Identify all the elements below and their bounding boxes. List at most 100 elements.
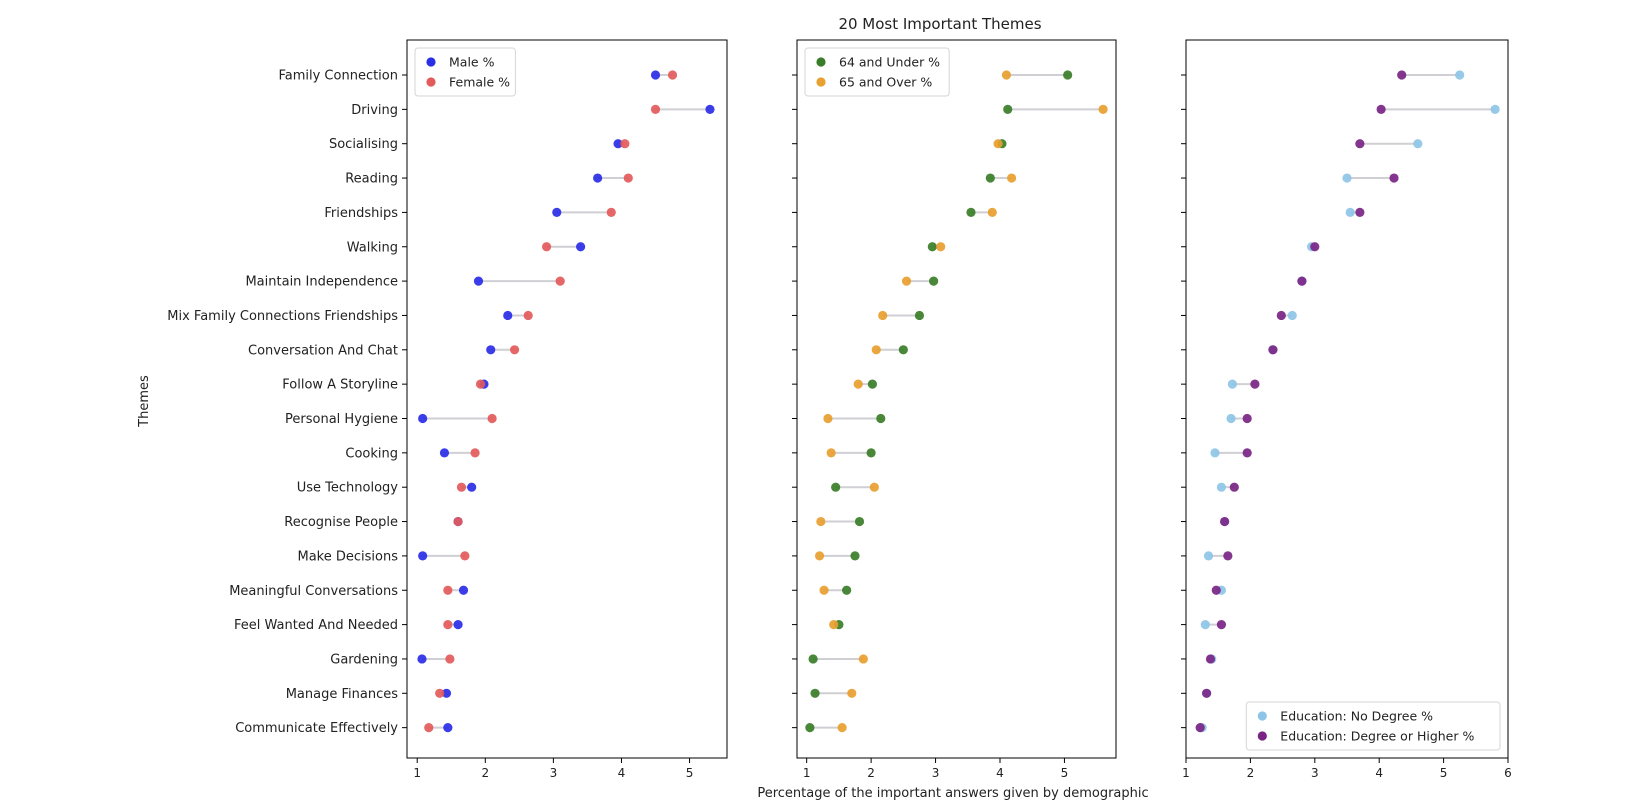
point-Education: No Degree % [1203, 551, 1214, 561]
category-label: Maintain Independence [245, 275, 398, 290]
point-Education: No Degree % [1216, 482, 1227, 492]
point-64 and Under % [876, 413, 886, 424]
point-Male % [418, 413, 428, 424]
point-Education: No Degree % [1227, 379, 1237, 389]
point-65 and Over % [829, 620, 839, 630]
point-Female % [623, 173, 633, 183]
legend: 64 and Under % 65 and Over % [804, 47, 950, 97]
point-64 and Under % [898, 345, 908, 355]
category-label: Friendships [324, 206, 398, 221]
x-tick-label: 3 [550, 766, 558, 780]
point-Education: No Degree % [1200, 620, 1210, 630]
point-64 and Under % [810, 688, 820, 698]
point-Male % [486, 345, 496, 355]
point-65 and Over % [847, 688, 857, 698]
category-label: Walking [347, 240, 398, 255]
point-Education: Degree or Higher % [1242, 448, 1252, 458]
point-64 and Under % [866, 448, 876, 458]
point-Education: No Degree % [1342, 173, 1352, 183]
legend: Education: No Degree % Education: Degree … [1245, 701, 1501, 751]
point-Education: Degree or Higher % [1310, 242, 1320, 252]
category-label: Recognise People [284, 515, 398, 530]
panel-frame [1185, 39, 1509, 759]
point-Male % [503, 310, 513, 321]
legend-label: Education: Degree or Higher % [1280, 729, 1474, 744]
point-Education: Degree or Higher % [1397, 70, 1407, 80]
x-tick-label: 5 [1440, 766, 1448, 780]
point-Education: Degree or Higher % [1355, 207, 1365, 217]
point-64 and Under % [1063, 70, 1073, 80]
point-Education: No Degree % [1490, 104, 1500, 114]
legend-marker [1257, 731, 1267, 741]
point-64 and Under % [985, 173, 995, 183]
point-Education: Degree or Higher % [1202, 688, 1212, 698]
point-Female % [435, 688, 445, 698]
legend-frame [414, 47, 516, 97]
legend-label: Education: No Degree % [1280, 709, 1433, 724]
point-Education: Degree or Higher % [1376, 104, 1386, 114]
point-Male % [613, 139, 623, 149]
point-65 and Over % [901, 276, 912, 286]
point-Male % [593, 173, 603, 183]
x-tick-label: 3 [932, 766, 940, 780]
category-label: Reading [345, 172, 398, 187]
point-Male % [441, 688, 452, 698]
point-65 and Over % [1001, 70, 1012, 80]
point-Education: No Degree % [1413, 139, 1423, 149]
point-Education: Degree or Higher % [1211, 585, 1221, 595]
point-65 and Over % [1098, 104, 1108, 114]
category-label: Socialising [329, 137, 398, 152]
figure-title: 20 Most Important Themes [838, 15, 1041, 33]
point-65 and Over % [869, 482, 879, 492]
point-65 and Over % [814, 551, 825, 561]
panel-frame [796, 39, 1117, 759]
x-tick-label: 2 [1247, 766, 1255, 780]
point-Female % [555, 276, 565, 286]
point-Female % [443, 620, 453, 630]
point-Male % [552, 207, 562, 217]
point-64 and Under % [805, 723, 815, 733]
x-tick-label: 4 [996, 766, 1004, 780]
x-tick-label: 2 [481, 766, 489, 780]
category-label: Use Technology [297, 481, 399, 496]
panel-frame [406, 39, 728, 759]
legend-marker [816, 77, 826, 87]
point-65 and Over % [826, 448, 836, 458]
point-Education: Degree or Higher % [1195, 723, 1205, 733]
point-64 and Under % [842, 585, 852, 595]
y-axis-label: Themes [137, 375, 152, 428]
point-65 and Over % [871, 345, 881, 355]
point-64 and Under % [1003, 104, 1013, 114]
legend-frame [804, 47, 950, 97]
point-Male % [418, 551, 428, 561]
point-Education: Degree or Higher % [1297, 276, 1307, 286]
point-Male % [467, 482, 477, 492]
point-Male % [576, 242, 586, 252]
legend-label: Male % [449, 55, 495, 70]
x-tick-label: 5 [1061, 766, 1069, 780]
category-label: Feel Wanted And Needed [234, 618, 398, 633]
point-65 and Over % [993, 139, 1003, 149]
point-64 and Under % [929, 276, 939, 286]
point-Male % [473, 276, 484, 286]
point-64 and Under % [867, 379, 878, 389]
point-Education: Degree or Higher % [1223, 551, 1233, 561]
x-tick-label: 4 [618, 766, 626, 780]
point-65 and Over % [878, 310, 888, 321]
point-65 and Over % [853, 379, 863, 389]
point-Female % [443, 585, 453, 595]
point-Education: Degree or Higher % [1205, 654, 1216, 664]
point-Male % [458, 585, 469, 595]
point-Female % [509, 345, 520, 355]
point-Education: Degree or Higher % [1216, 620, 1227, 630]
point-Education: Degree or Higher % [1220, 516, 1230, 527]
category-label: Conversation And Chat [248, 343, 398, 358]
category-label: Manage Finances [286, 687, 399, 702]
point-Female % [456, 482, 467, 492]
category-label: Meaningful Conversations [229, 584, 398, 599]
category-label: Cooking [345, 446, 398, 461]
point-Male % [650, 70, 661, 80]
point-64 and Under % [831, 482, 841, 492]
legend-label: Female % [449, 75, 510, 90]
